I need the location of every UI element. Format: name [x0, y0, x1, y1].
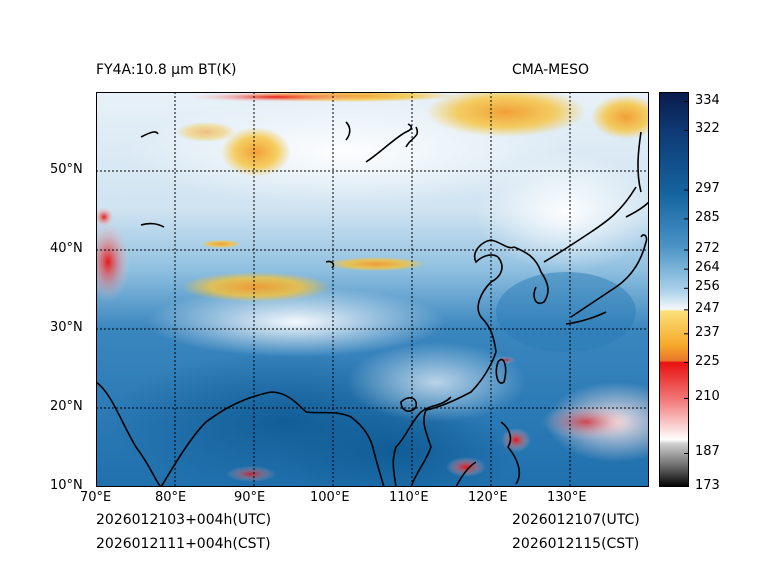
valid-time-utc: 2026012107(UTC): [512, 512, 640, 528]
coast-taiwan: [495, 358, 507, 384]
cloud-tibet: [146, 287, 446, 357]
colorbar-label-173: 173: [695, 478, 720, 493]
map-title: FY4A:10.8 µm BT(K): [96, 62, 237, 78]
colorbar-label-225: 225: [695, 353, 720, 369]
lat-tick-30: 30°N: [50, 320, 83, 335]
satellite-map: [86, 87, 686, 502]
cloud-manchuria: [476, 152, 656, 272]
warm-surface-indochina: [276, 402, 516, 502]
coast-sakhalin: [637, 131, 642, 193]
lon-tick-110: 110°E: [389, 490, 429, 505]
coast-india-east: [160, 391, 307, 488]
colorbar-label-187: 187: [695, 444, 720, 460]
colorbar-label-334: 334: [695, 92, 720, 108]
coast-hainan: [400, 397, 418, 412]
cold-top-siberia: [221, 127, 291, 177]
valid-time-cst: 2026012115(CST): [512, 536, 640, 552]
lat-tick-50: 50°N: [50, 162, 83, 177]
warm-surface-korea: [496, 272, 636, 352]
coastlines: [95, 121, 650, 488]
colorbar-border: [659, 92, 689, 487]
model-name: CMA-MESO: [512, 62, 590, 78]
coast-indochina: [392, 396, 452, 488]
very-cold-top-west-2: [94, 207, 114, 227]
init-time-cst: 2026012111+004h(CST): [96, 536, 271, 552]
coast-philippines: [500, 421, 521, 485]
lon-tick-120: 120°E: [468, 490, 508, 505]
coast-myanmar: [373, 451, 385, 488]
cold-top-small: [201, 240, 241, 248]
coast-india: [95, 381, 162, 488]
colorbar-label-210: 210: [695, 389, 720, 405]
very-cold-top-taiwan: [496, 356, 516, 364]
colorbar-label-237: 237: [695, 324, 720, 340]
coast-borneo: [455, 461, 477, 488]
map-border: [96, 92, 649, 487]
lon-tick-70: 70°E: [80, 490, 112, 505]
coast-hokkaido: [625, 201, 650, 218]
very-cold-top-south: [226, 466, 276, 482]
cloud-south-china: [346, 342, 526, 422]
lon-tick-90: 90°E: [234, 490, 266, 505]
colorbar-label-272: 272: [695, 241, 720, 256]
coast-primorye: [543, 186, 637, 263]
very-cold-top-philippines: [501, 428, 531, 452]
lon-tick-80: 80°E: [155, 490, 187, 505]
colorbar-label-322: 322: [695, 121, 720, 137]
lat-tick-20: 20°N: [50, 399, 83, 414]
cold-top-okhotsk: [591, 95, 661, 139]
coast-japan: [570, 234, 648, 318]
coast-lake: [140, 131, 159, 138]
graticule: [96, 92, 649, 487]
colorbar-label-256: 256: [695, 279, 720, 295]
coast-lake-3: [325, 260, 335, 269]
colorbar-label-264: 264: [695, 260, 720, 276]
cold-top-siberia-2: [176, 122, 236, 142]
coast-korea: [513, 246, 549, 305]
lon-tick-100: 100°E: [310, 490, 350, 505]
cold-top-tibet: [181, 272, 331, 302]
coast-lake-2: [140, 222, 165, 228]
cold-top-northeast: [426, 87, 586, 137]
lon-tick-130: 130°E: [547, 490, 587, 505]
coast-okhotsk: [365, 123, 419, 163]
coast-vietnam: [410, 409, 432, 488]
coast-south-china: [425, 351, 497, 411]
very-cold-top-borneo: [446, 457, 486, 477]
very-cold-top-north: [186, 92, 366, 102]
colorbar-label-285: 285: [695, 209, 720, 225]
coast-baikal: [345, 121, 351, 141]
init-time-utc: 2026012103+004h(UTC): [96, 512, 272, 528]
coast-bohai: [473, 239, 515, 264]
colorbar-gradient: [659, 92, 689, 487]
colorbar-label-297: 297: [695, 181, 720, 197]
cold-top-band: [326, 257, 426, 271]
colorbar-label-247: 247: [695, 300, 720, 316]
coast-japan-south: [565, 311, 607, 325]
very-cold-top-pacific: [541, 404, 631, 440]
lat-tick-10: 10°N: [50, 478, 83, 493]
coast-bangladesh: [305, 411, 375, 453]
colorbar: [659, 92, 689, 488]
lat-tick-40: 40°N: [50, 241, 83, 256]
